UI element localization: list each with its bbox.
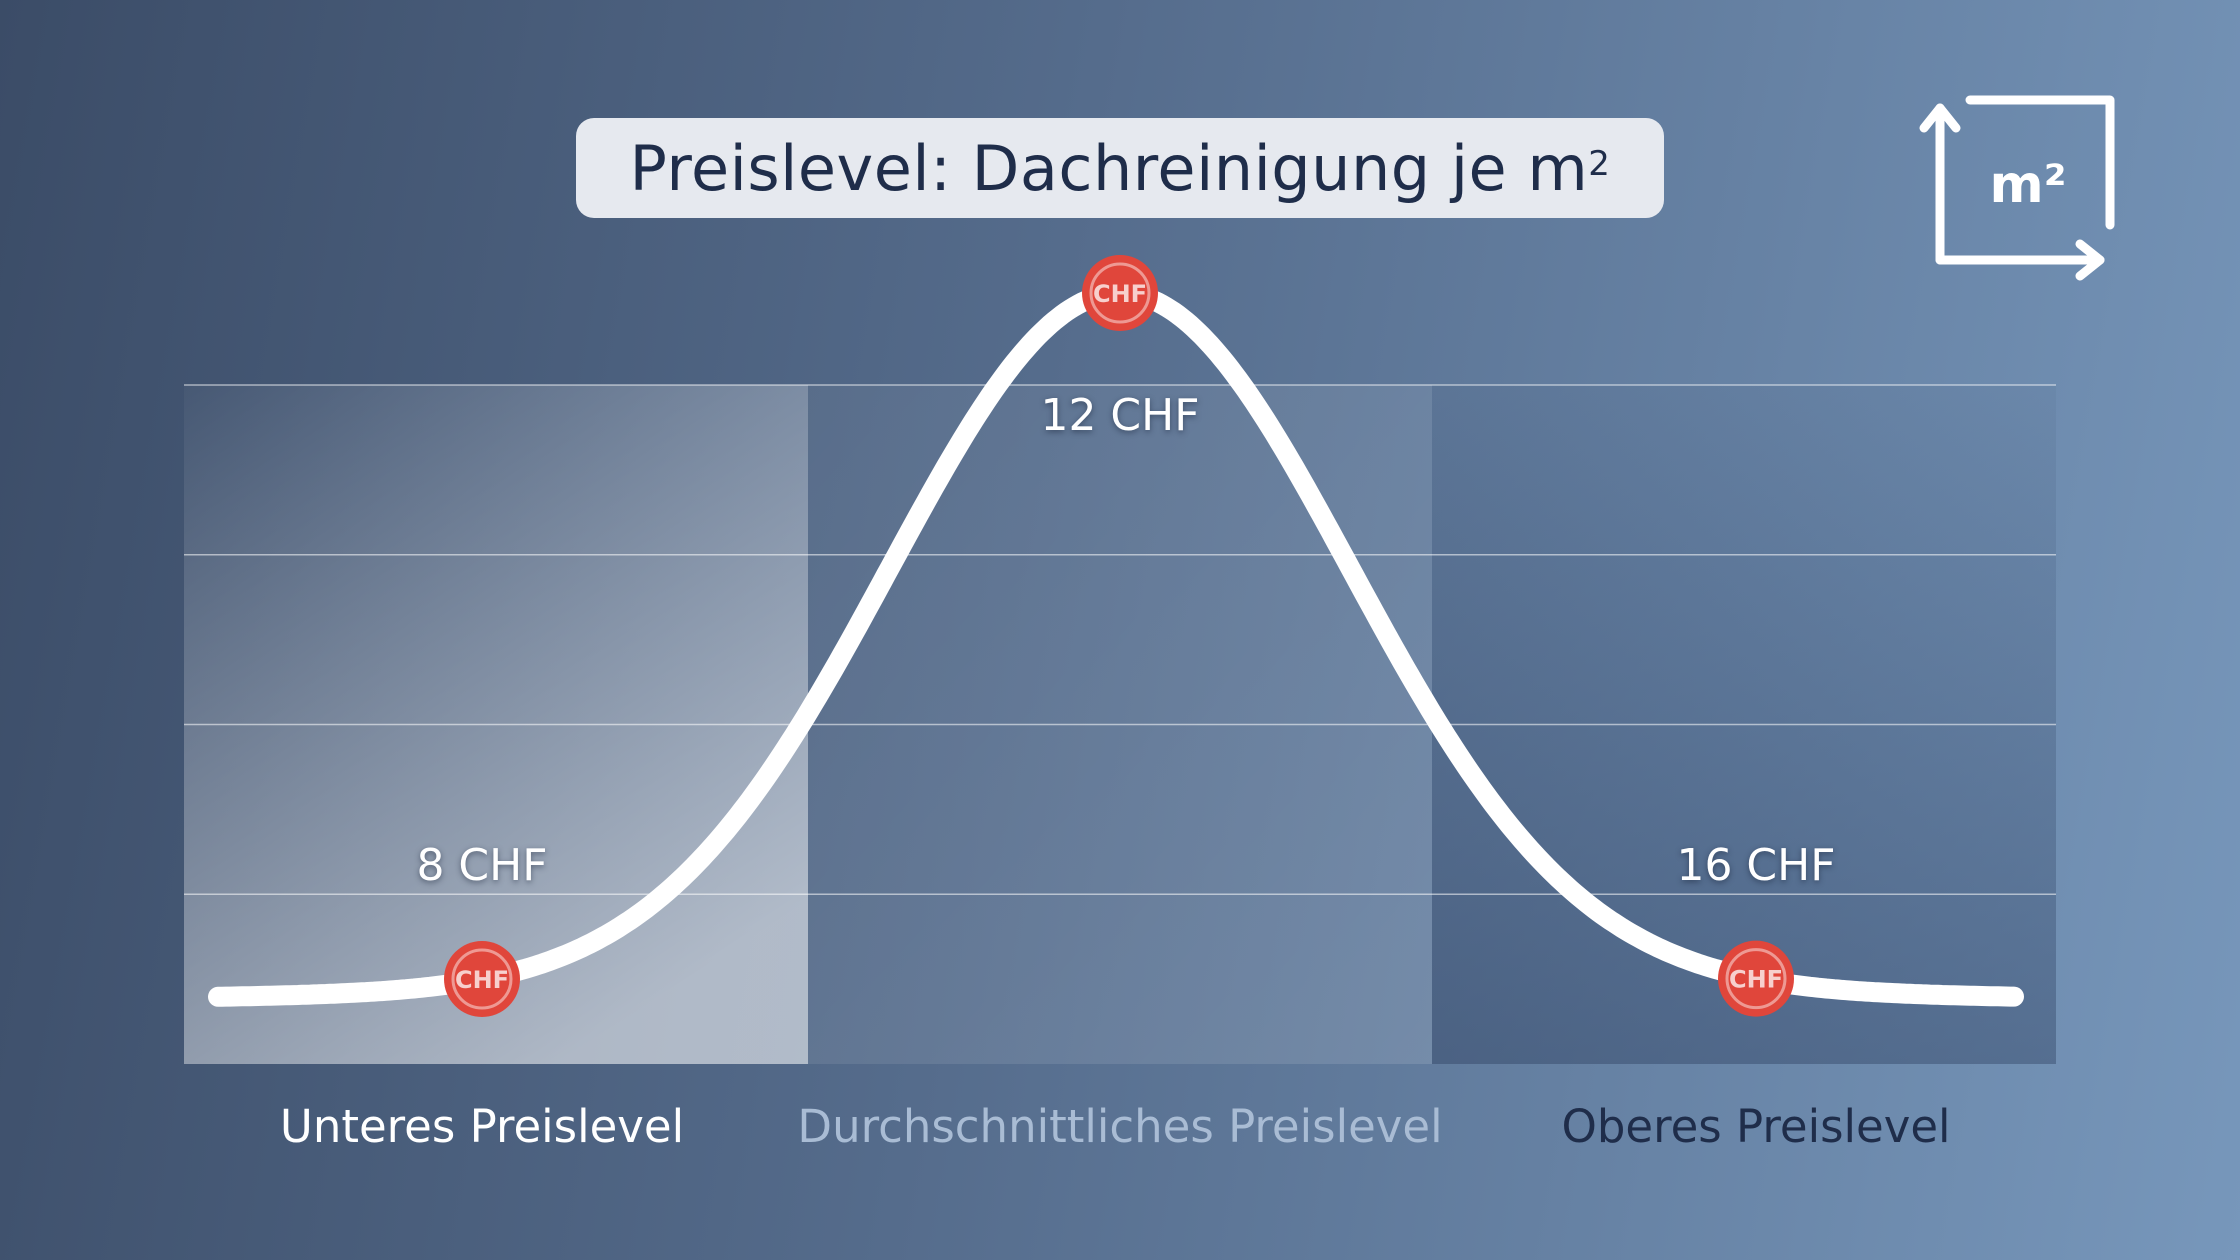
value-label-1: 8 CHF — [416, 840, 548, 891]
category-label-2: Durchschnittliches Preislevel — [797, 1100, 1443, 1153]
category-label-1: Unteres Preislevel — [279, 1100, 685, 1153]
chart-title-sup: 2 — [1588, 144, 1611, 184]
price-marker-3: CHF — [1718, 940, 1794, 1017]
marker-text: CHF — [1729, 966, 1783, 994]
price-marker-2: CHF — [1082, 255, 1158, 331]
m2-area-icon: m² — [1919, 95, 2115, 281]
price-marker-1: CHF — [444, 941, 520, 1018]
marker-text: CHF — [455, 966, 509, 994]
marker-text: CHF — [1093, 280, 1147, 308]
value-label-3: 16 CHF — [1676, 840, 1836, 891]
category-label-3: Oberes Preislevel — [1561, 1100, 1951, 1153]
chart-title-text: Preislevel: Dachreinigung je m — [629, 131, 1589, 205]
m2-icon-text: m² — [1990, 155, 2067, 215]
value-label-2: 12 CHF — [1040, 390, 1200, 441]
